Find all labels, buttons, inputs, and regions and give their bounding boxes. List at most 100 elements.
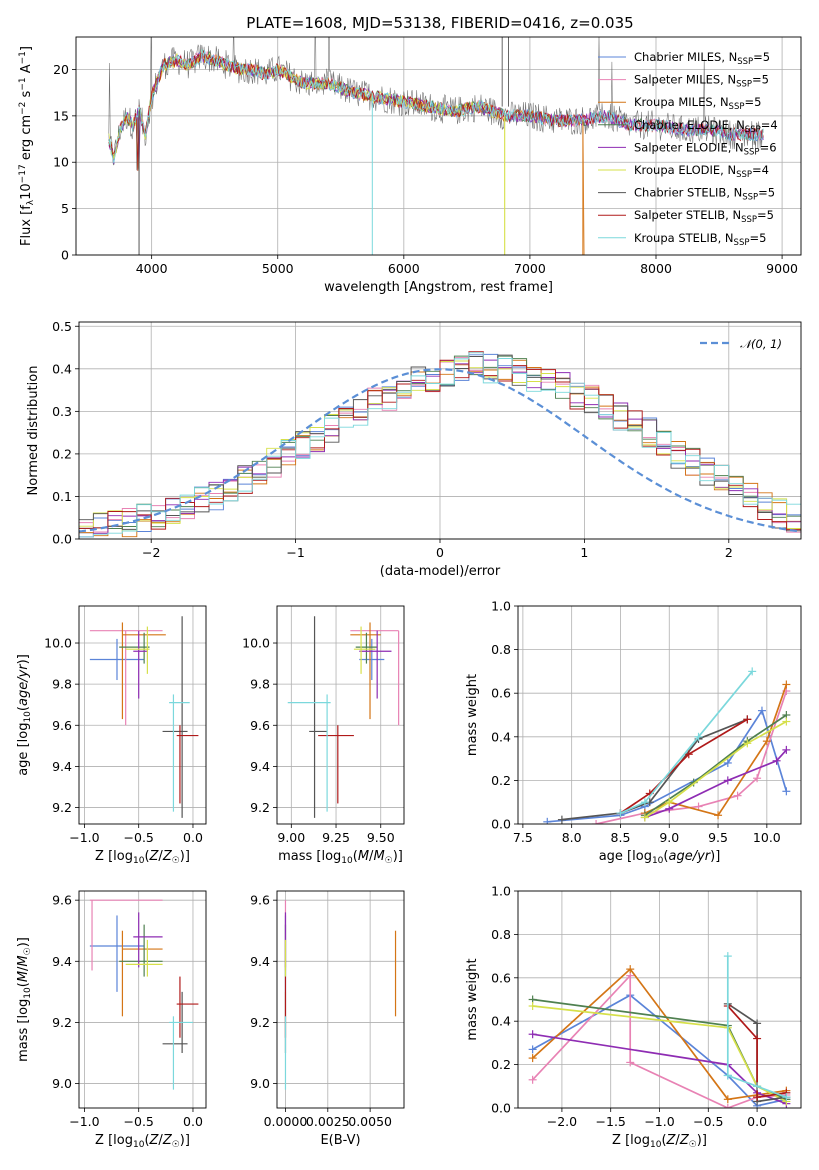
y-tick-label: 9.2 <box>52 1015 72 1030</box>
y-tick-label: 9.6 <box>52 718 72 733</box>
legend-entry: Kroupa MILES, NSSP=5 <box>634 95 761 112</box>
y-tick-label: 9.2 <box>52 800 72 815</box>
x-tick-label: 5000 <box>262 261 294 276</box>
series-line <box>532 1005 787 1103</box>
y-tick-label: 0.4 <box>491 1014 511 1029</box>
x-tick-label: 4000 <box>136 261 168 276</box>
massweight_vs_Z-axes: −2.0 −1.5 −1.0 −0.5 0.0 0.0 0.2 0.4 0.6 0.8 1.0 Z [… <box>465 884 802 1150</box>
legend-entry: Chabrier STELIB, NSSP=5 <box>634 186 775 203</box>
x-axis-label: Z [log10(Z/Z☉)] <box>95 1133 190 1150</box>
x-tick-label: −1.0 <box>69 1114 99 1129</box>
x-tick-label: 1 <box>580 545 588 560</box>
histogram-step <box>79 351 801 531</box>
legend-entry: Salpeter STELIB, NSSP=5 <box>634 208 774 225</box>
x-tick-label: −0.5 <box>124 830 154 845</box>
axes-frame <box>75 36 802 256</box>
legend-entry: Chabrier ELODIE, NSSP=4 <box>634 118 778 135</box>
legend-entry: Kroupa ELODIE, NSSP=4 <box>634 163 769 180</box>
spectrum-line <box>108 37 764 171</box>
y-tick-label: 0.0 <box>491 817 511 832</box>
y-tick-label: 0.3 <box>52 404 72 419</box>
massweight_vs_Z-plot-area <box>528 952 791 1108</box>
massweight_vs_age-axes: 7.5 8.0 8.5 9.0 9.5 10.0 0.0 0.2 0.4 0.6 0.8 1.0 age… <box>465 599 802 866</box>
x-tick-label: 9.25 <box>322 830 350 845</box>
y-tick-label: 0.0 <box>52 532 72 547</box>
mass_vs_ebv-plot-area <box>284 900 397 1090</box>
x-axis-label: mass [log10(M/M☉)] <box>278 849 403 866</box>
spectrum-plot-area <box>108 37 764 255</box>
y-tick-label: 0.6 <box>491 686 511 701</box>
x-axis-label: wavelength [Angstrom, rest frame] <box>324 280 553 295</box>
residual-legend: 𝒩(0, 1) <box>700 337 782 351</box>
residuals-axes: −2 −1 0 1 2 0.0 0.1 0.2 0.3 0.4 0.5 (data-model)/er… <box>26 319 802 579</box>
mass_vs_Z-plot-area <box>89 899 199 1090</box>
x-tick-label: 8.5 <box>611 830 631 845</box>
legend-entry: Chabrier MILES, NSSP=5 <box>634 50 770 67</box>
age_vs_Z-axes: −1.0 −0.5 0.0 9.2 9.4 9.6 9.8 10.0 Z [log10(Z/Z☉… <box>16 605 207 866</box>
x-tick-label: −1.0 <box>644 1114 674 1129</box>
x-tick-label: −2 <box>142 545 160 560</box>
mass_vs_Z-axes: −1.0 −0.5 0.0 9.0 9.2 9.4 9.6 Z [log10(Z/Z☉)] ma… <box>16 890 207 1150</box>
age_vs_mass-axes: 9.00 9.25 9.50 9.2 9.4 9.6 9.8 10.0 mass [log10(… <box>242 605 405 866</box>
y-tick-label: 20 <box>53 62 69 77</box>
y-tick-label: 9.4 <box>52 954 72 969</box>
age_vs_mass-plot-area <box>287 616 400 818</box>
series-line <box>727 1005 787 1099</box>
y-tick-label: 9.6 <box>250 893 270 908</box>
x-tick-label: 0.0 <box>183 830 203 845</box>
y-tick-label: 0.2 <box>52 446 72 461</box>
x-tick-label: 8000 <box>640 261 672 276</box>
axes-frame <box>78 890 207 1109</box>
legend-entry: Kroupa STELIB, NSSP=5 <box>634 231 766 248</box>
x-tick-label: 9.50 <box>367 830 395 845</box>
y-tick-label: 9.4 <box>52 759 72 774</box>
x-tick-label: 7.5 <box>513 830 533 845</box>
x-tick-label: 0 <box>436 545 444 560</box>
axes-frame <box>276 605 405 825</box>
y-tick-label: 9.0 <box>52 1076 72 1091</box>
y-tick-label: 10 <box>53 155 69 170</box>
axes-frame <box>517 605 802 825</box>
y-axis-label: mass weight <box>465 674 480 756</box>
axes-frame <box>78 605 207 825</box>
y-tick-label: 0 <box>61 248 69 263</box>
y-axis-label: Flux [fλ10−17 erg cm−2 s−1 A−1] <box>18 46 36 246</box>
y-tick-label: 1.0 <box>491 884 511 899</box>
age_vs_Z-plot-area <box>89 616 199 818</box>
spectrum-legend: Chabrier MILES, NSSP=5 Salpeter MILES, NS… <box>598 50 778 248</box>
y-tick-label: 0.2 <box>491 1057 511 1072</box>
x-tick-label: 2 <box>725 545 733 560</box>
y-tick-label: 9.8 <box>52 677 72 692</box>
normal-curve <box>79 368 801 533</box>
x-axis-label: age [log10(age/yr)] <box>599 849 721 866</box>
series-line <box>595 690 788 824</box>
series-line <box>726 956 787 1098</box>
x-axis-label: E(B-V) <box>320 1133 360 1148</box>
x-tick-label: 0.0 <box>747 1114 767 1129</box>
y-axis-label: mass weight <box>465 958 480 1040</box>
series-line <box>620 718 748 814</box>
x-tick-label: 0.0 <box>183 1114 203 1129</box>
legend-entry: 𝒩(0, 1) <box>740 337 782 351</box>
y-axis-label: Normed distribution <box>26 366 41 496</box>
series-line <box>644 749 788 819</box>
x-axis-label: (data-model)/error <box>380 564 501 579</box>
y-axis-label: mass [log10(M/M☉)] <box>16 937 33 1062</box>
y-tick-label: 9.6 <box>52 893 72 908</box>
x-tick-label: 6000 <box>388 261 420 276</box>
x-tick-label: 0.0050 <box>348 1114 392 1129</box>
y-tick-label: 0.1 <box>52 489 72 504</box>
series-line <box>644 720 787 819</box>
x-tick-label: 9000 <box>766 261 798 276</box>
histogram-step <box>79 352 801 538</box>
y-tick-label: 9.0 <box>250 1076 270 1091</box>
x-tick-label: 9.00 <box>277 830 305 845</box>
series-line <box>547 708 788 823</box>
y-tick-label: 9.2 <box>250 800 270 815</box>
y-tick-label: 9.8 <box>250 677 270 692</box>
series-line <box>620 670 753 814</box>
y-axis-label: age [log10(age/yr)] <box>16 654 33 776</box>
y-tick-label: 15 <box>53 108 69 123</box>
